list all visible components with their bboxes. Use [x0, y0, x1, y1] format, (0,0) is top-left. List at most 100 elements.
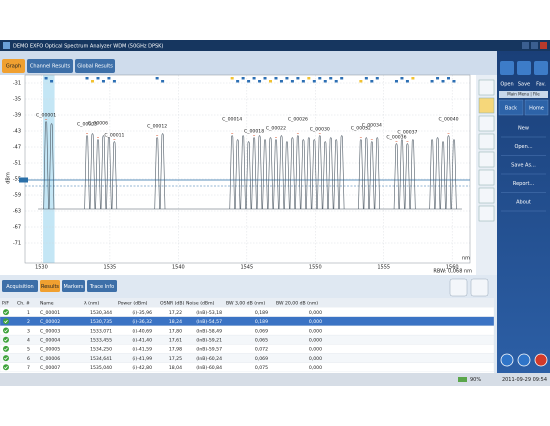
table-cell: 1534,641	[90, 356, 112, 362]
menu-item-label: New	[518, 126, 529, 132]
expand-button[interactable]	[470, 278, 489, 297]
x-tick-label: 1530	[35, 265, 48, 271]
x-tick-label: 1535	[104, 265, 117, 271]
table-cell: (i)-41,40	[132, 338, 152, 344]
channel-indicator	[359, 80, 363, 83]
spectrum-peak	[95, 139, 101, 210]
table-header	[0, 298, 494, 307]
zoom-tool[interactable]	[478, 79, 495, 96]
save-button[interactable]	[517, 61, 531, 75]
spectrum-peak	[154, 137, 160, 210]
table-cell: (InB)-59,57	[196, 347, 222, 353]
column-header: Name	[40, 300, 54, 306]
fit-tool[interactable]	[478, 169, 495, 186]
menu: New Open... Save As... Report... About	[501, 126, 546, 212]
table-cell: (InB)-60,84	[196, 365, 222, 371]
spectrum-peak	[374, 137, 381, 210]
table-row[interactable]	[0, 344, 495, 354]
table-cell: 2	[27, 319, 30, 325]
tab-channel-results[interactable]	[27, 59, 73, 73]
table-row[interactable]	[0, 362, 495, 373]
scale-tool[interactable]	[478, 205, 495, 222]
tab-graph[interactable]	[2, 59, 25, 73]
table-row[interactable]	[0, 353, 495, 363]
results-tab[interactable]	[87, 280, 117, 292]
table-body: P/F Ch. # Name λ (nm) Power (dBm) OSNR (dB) No…	[0, 300, 495, 373]
channel-indicator	[85, 77, 89, 80]
back-button[interactable]	[498, 99, 524, 116]
results-tab[interactable]	[2, 280, 38, 292]
spectrum-peak	[363, 137, 370, 210]
zoom-in-tool[interactable]	[478, 133, 495, 150]
table-row[interactable]	[0, 334, 495, 345]
spectrum-peak	[89, 133, 96, 210]
cursor-tool[interactable]	[478, 97, 495, 114]
channel-indicator	[296, 77, 300, 80]
maximize-button[interactable]	[531, 42, 538, 49]
channel-indicator	[340, 77, 344, 80]
info-button[interactable]	[500, 353, 514, 367]
help-button[interactable]	[517, 353, 531, 367]
pass-check	[4, 338, 8, 342]
pass-check	[4, 356, 8, 360]
marker-tool[interactable]	[478, 187, 495, 204]
channel-indicator	[430, 80, 434, 83]
table-cell: (InB)-54,57	[196, 319, 222, 325]
channel-label: C_00003	[77, 122, 97, 128]
column-header: BW 3,00 dB (nm)	[226, 300, 265, 306]
zoom-out-tool[interactable]	[478, 151, 495, 168]
graph-area[interactable]	[0, 75, 476, 275]
pan-tool[interactable]	[478, 115, 495, 132]
x-tick-label: 1550	[309, 265, 322, 271]
channel-label: C_00006	[88, 121, 108, 127]
y-axis-label: dBm	[6, 172, 12, 184]
results-tab-label: Markers	[64, 284, 84, 290]
y-tick-label: -67	[13, 225, 21, 231]
channel-indicator	[411, 77, 415, 80]
exit-button[interactable]	[534, 353, 548, 367]
channel-indicator	[241, 77, 245, 80]
close-button[interactable]	[540, 42, 547, 49]
channel-indicator	[394, 80, 398, 83]
spectrum-peak	[262, 139, 268, 210]
channel-indicator	[96, 77, 100, 80]
spectrum-peak	[358, 139, 364, 210]
spectrum-peak	[322, 141, 328, 210]
table-row[interactable]	[0, 316, 495, 327]
channel-label: C_00030	[310, 127, 330, 133]
channel-indicator	[436, 77, 440, 80]
spectrum-peak	[369, 141, 375, 210]
channel-indicator	[375, 77, 379, 80]
table-cell: 0,189	[255, 310, 268, 316]
pass-icon	[3, 309, 9, 316]
channel-indicator	[44, 77, 48, 80]
channel-indicator	[50, 80, 54, 83]
menu-tab[interactable]	[499, 91, 548, 98]
table-cell: 1533,071	[90, 328, 112, 334]
spectrum-peak	[240, 135, 246, 210]
channel-indicator	[258, 80, 262, 83]
spectrum-peak	[159, 133, 166, 210]
menu-tab-label: Main Menu | File	[507, 92, 540, 97]
table-row[interactable]	[0, 307, 495, 317]
tab-global-results[interactable]	[75, 59, 115, 73]
y-tick-label: -59	[13, 193, 21, 199]
minimize-button[interactable]	[522, 42, 529, 49]
results-tab[interactable]	[40, 280, 60, 292]
spectrum-peak	[306, 137, 312, 210]
table-row[interactable]	[0, 325, 495, 336]
y-tick-label: -39	[13, 113, 21, 119]
channel-indicator	[307, 77, 311, 80]
channel-indicator	[252, 77, 256, 80]
scroll-button[interactable]	[449, 278, 468, 297]
home-button[interactable]	[524, 99, 549, 116]
x-tick-label: 1540	[172, 265, 185, 271]
results-tab[interactable]	[62, 280, 85, 292]
pass-icon	[3, 327, 9, 334]
table-cell: 0,000	[309, 338, 322, 344]
favorites-button[interactable]	[534, 61, 548, 75]
side-panel	[497, 51, 550, 373]
results-tab-label: Acquisition	[6, 284, 33, 290]
open-button[interactable]	[500, 61, 514, 75]
